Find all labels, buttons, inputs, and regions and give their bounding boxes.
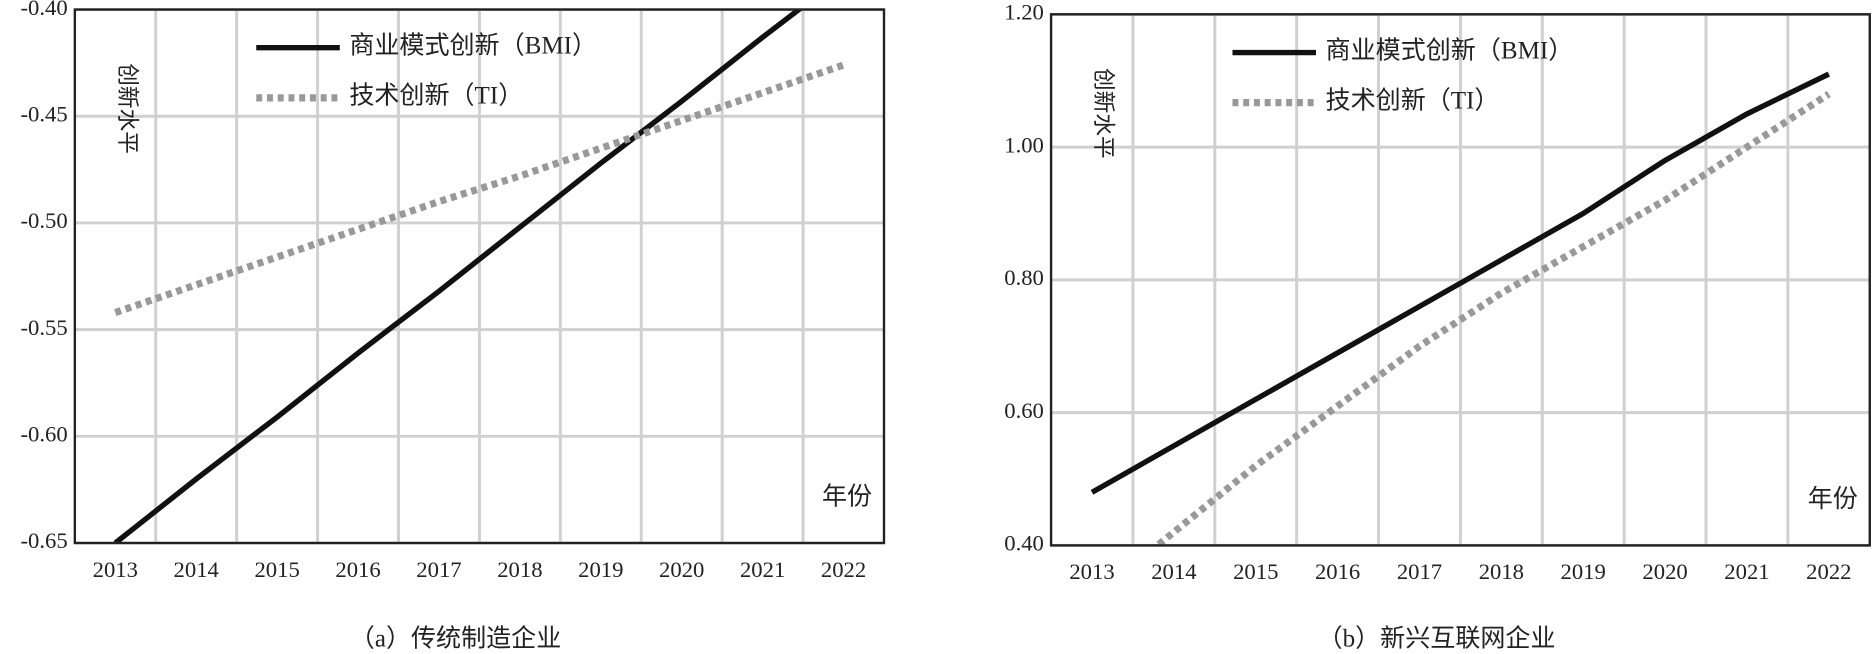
series-line	[1151, 90, 1831, 546]
x-tick-label: 2013	[93, 557, 138, 582]
y-axis-label: 创新水平	[115, 63, 140, 154]
y-axis-label: 创新水平	[1091, 68, 1116, 159]
x-tick-label: 2022	[1806, 559, 1851, 584]
y-tick-label: 0.80	[1004, 265, 1044, 290]
y-tick-label: -0.55	[20, 315, 67, 340]
x-tick-label: 2015	[1233, 559, 1278, 584]
y-tick-label: -0.50	[20, 208, 67, 233]
x-tick-label: 2017	[416, 557, 461, 582]
x-tick-label: 2016	[1315, 559, 1360, 584]
series-line	[1090, 71, 1831, 495]
x-tick-label: 2022	[821, 557, 866, 582]
x-tick-label: 2018	[1479, 559, 1524, 584]
x-tick-label: 2014	[174, 557, 219, 582]
x-tick-label: 2019	[1561, 559, 1606, 584]
y-tick-label: 1.20	[1004, 0, 1044, 25]
x-tick-label: 2017	[1397, 559, 1442, 584]
y-tick-label: 1.00	[1004, 132, 1044, 157]
x-axis-label: 年份	[1808, 485, 1858, 513]
x-tick-label: 2020	[659, 557, 704, 582]
chart-title: （a）传统制造企业	[350, 625, 562, 653]
legend-label: 技术创新（TI）	[1326, 86, 1500, 114]
x-tick-label: 2021	[740, 557, 785, 582]
y-tick-label: -0.45	[20, 101, 67, 126]
plot-frame	[73, 8, 886, 545]
x-tick-label: 2013	[1069, 559, 1114, 584]
series-line	[113, 9, 804, 544]
x-tick-label: 2020	[1642, 559, 1687, 584]
x-tick-label: 2016	[335, 557, 380, 582]
x-tick-label: 2018	[497, 557, 542, 582]
x-axis-label: 年份	[822, 483, 872, 511]
legend-label: 技术创新（TI）	[349, 82, 523, 110]
y-tick-label: -0.60	[20, 422, 67, 447]
x-tick-label: 2021	[1724, 559, 1769, 584]
y-tick-label: -0.65	[20, 528, 67, 553]
legend-label: 商业模式创新（BMI）	[1326, 36, 1574, 64]
y-tick-label: 0.40	[1004, 531, 1044, 556]
plot-frame	[1049, 13, 1871, 547]
legend-label: 商业模式创新（BMI）	[349, 31, 597, 59]
x-tick-label: 2015	[254, 557, 299, 582]
y-tick-label: -0.40	[20, 0, 67, 20]
x-tick-label: 2019	[578, 557, 623, 582]
x-tick-label: 2014	[1151, 559, 1196, 584]
chart-title: （b）新兴互联网企业	[1318, 625, 1556, 653]
y-tick-label: 0.60	[1004, 398, 1044, 423]
